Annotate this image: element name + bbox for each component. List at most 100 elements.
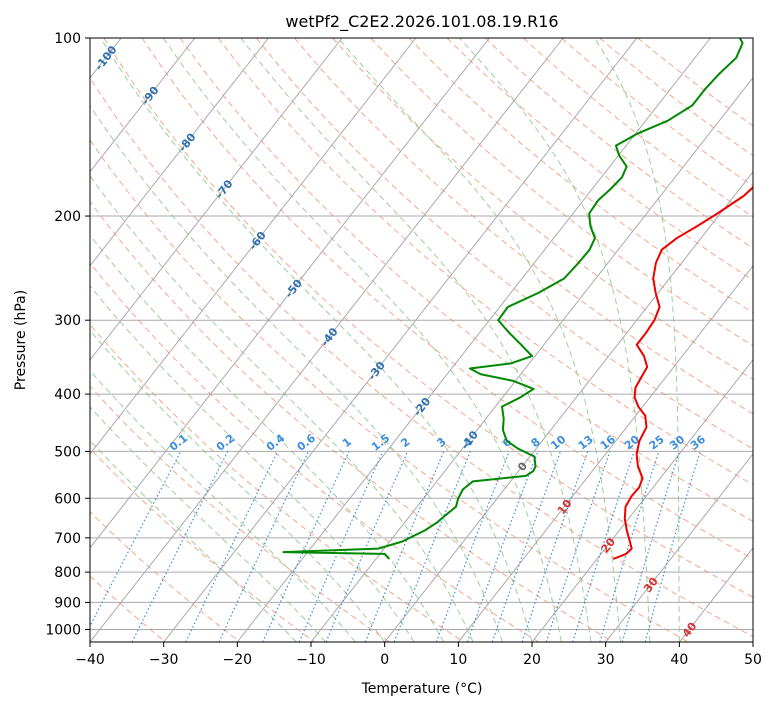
mixing-ratio-line: [599, 451, 660, 642]
mixing-ratio-line: [218, 451, 310, 642]
mixing-ratio-label: 25: [647, 433, 667, 453]
x-tick-label: −10: [296, 652, 326, 668]
moist-adiabat: [90, 406, 327, 642]
mixing-ratio-line: [621, 451, 680, 642]
isotherm-line: [678, 547, 753, 642]
isotherm-label: 30: [641, 575, 661, 595]
mixing-ratio-line: [131, 451, 229, 642]
y-tick-label: 500: [54, 444, 81, 460]
x-tick-label: 0: [380, 652, 389, 668]
y-axis-label: Pressure (hPa): [13, 290, 29, 390]
dry-adiabat: [103, 38, 753, 598]
mixing-ratio-label: 1: [340, 435, 354, 450]
mixing-ratio-line: [325, 451, 409, 642]
mixing-ratio-label: 36: [688, 433, 708, 453]
isotherm-label: -90: [139, 84, 162, 108]
mixing-ratio-line: [298, 451, 384, 642]
y-tick-label: 200: [54, 209, 81, 225]
dry-adiabat: [90, 77, 753, 638]
dry-adiabat: [90, 385, 390, 642]
profile-lines: [282, 38, 753, 560]
dry-adiabat: [90, 511, 241, 642]
mixing-ratio-label: 16: [598, 433, 618, 453]
mixing-ratio-label: 0.6: [295, 431, 319, 453]
dewpoint-profile-line: [282, 38, 744, 560]
moist-adiabat: [240, 38, 592, 642]
isotherm-line: [384, 170, 753, 642]
isotherm-label: 40: [680, 620, 700, 640]
mixing-ratio-line: [466, 451, 539, 642]
dry-adiabat: [90, 200, 614, 642]
moist-adiabat: [90, 439, 297, 642]
isotherm-line: [457, 265, 753, 642]
mixing-ratio-label: 6: [500, 435, 514, 450]
moist-adiabat: [100, 38, 533, 642]
dry-adiabat: [332, 38, 753, 380]
isotherm-line: [90, 38, 490, 549]
axes: −40 −30 −20 −10 0 10 20 30 40 5010020030040050060…: [45, 31, 762, 668]
x-tick-label: −30: [149, 652, 179, 668]
moist-adiabat: [90, 104, 503, 642]
mixing-ratio-line: [491, 451, 562, 642]
isotherm-line: [90, 38, 269, 267]
x-tick-label: 10: [449, 652, 467, 668]
x-tick-label: 20: [523, 652, 541, 668]
isotherm-label: -10: [458, 428, 481, 452]
isotherm-line: [752, 641, 753, 642]
chart-title: wetPf2_C2E2.2026.101.08.19.R16: [285, 12, 558, 32]
x-axis-label: Temperature (°C): [361, 681, 483, 697]
y-tick-label: 900: [54, 595, 81, 611]
isotherm-line: [605, 453, 753, 642]
mixing-ratio-label: 0.4: [264, 431, 288, 453]
mixing-ratio-label: 10: [548, 433, 568, 453]
isotherm-line: [236, 38, 711, 642]
y-tick-label: 600: [54, 491, 81, 507]
isotherm-line: [531, 359, 753, 642]
mixing-ratio-line: [393, 451, 471, 642]
isotherm-label: -70: [213, 177, 236, 201]
dry-adiabat: [90, 575, 166, 642]
moist-adiabat: [90, 234, 445, 642]
mixing-ratio-line: [185, 451, 279, 642]
moist-adiabat: [90, 369, 356, 642]
dry-adiabat: [90, 447, 315, 642]
mixing-ratio-line: [364, 451, 445, 642]
y-tick-label: 700: [54, 531, 81, 547]
moist-adiabat: [594, 38, 680, 642]
line-annotations: 0.1 0.2 0.4 0.6 1 1.5 2 3 4 6 8 10 13 16 20 25 30 36-100-…: [92, 43, 708, 640]
dry-adiabat: [370, 38, 753, 347]
dry-adiabat: [90, 262, 540, 642]
dry-adiabat: [408, 38, 753, 314]
moist-adiabat: [90, 175, 474, 642]
isotherm-label: -100: [92, 43, 119, 73]
isotherm-line: [90, 38, 343, 361]
mixing-ratio-label: 2: [398, 435, 412, 450]
mixing-ratio-label: 13: [576, 433, 596, 453]
x-tick-label: −40: [75, 652, 105, 668]
mixing-ratio-label: 0.2: [214, 432, 237, 454]
mixing-ratio-line: [90, 451, 182, 628]
moist-adiabat: [337, 38, 621, 642]
dry-adiabat: [294, 38, 753, 415]
moist-adiabat: [459, 38, 651, 642]
plot-frame: [89, 37, 754, 643]
isotherm-label: 10: [555, 497, 575, 517]
dry-adiabat: [637, 38, 753, 127]
dry-adiabat: [90, 323, 465, 642]
y-tick-label: 400: [54, 387, 81, 403]
y-tick-label: 800: [54, 565, 81, 581]
isotherm-label: -30: [365, 359, 388, 383]
dry-adiabat: [141, 38, 753, 560]
y-tick-label: 100: [54, 31, 81, 47]
moist-adiabat: [90, 329, 386, 642]
dry-adiabat: [599, 38, 753, 157]
isotherm-label: 0: [515, 459, 530, 473]
mixing-ratio-label: 30: [667, 433, 687, 453]
mixing-ratio-label: 0.1: [167, 432, 190, 454]
isotherm-line: [90, 38, 564, 642]
mixing-ratio-line: [521, 451, 589, 642]
temperature-profile-line: [612, 185, 753, 560]
isotherm-line: [90, 38, 196, 173]
dry-adiabat: [217, 38, 753, 486]
